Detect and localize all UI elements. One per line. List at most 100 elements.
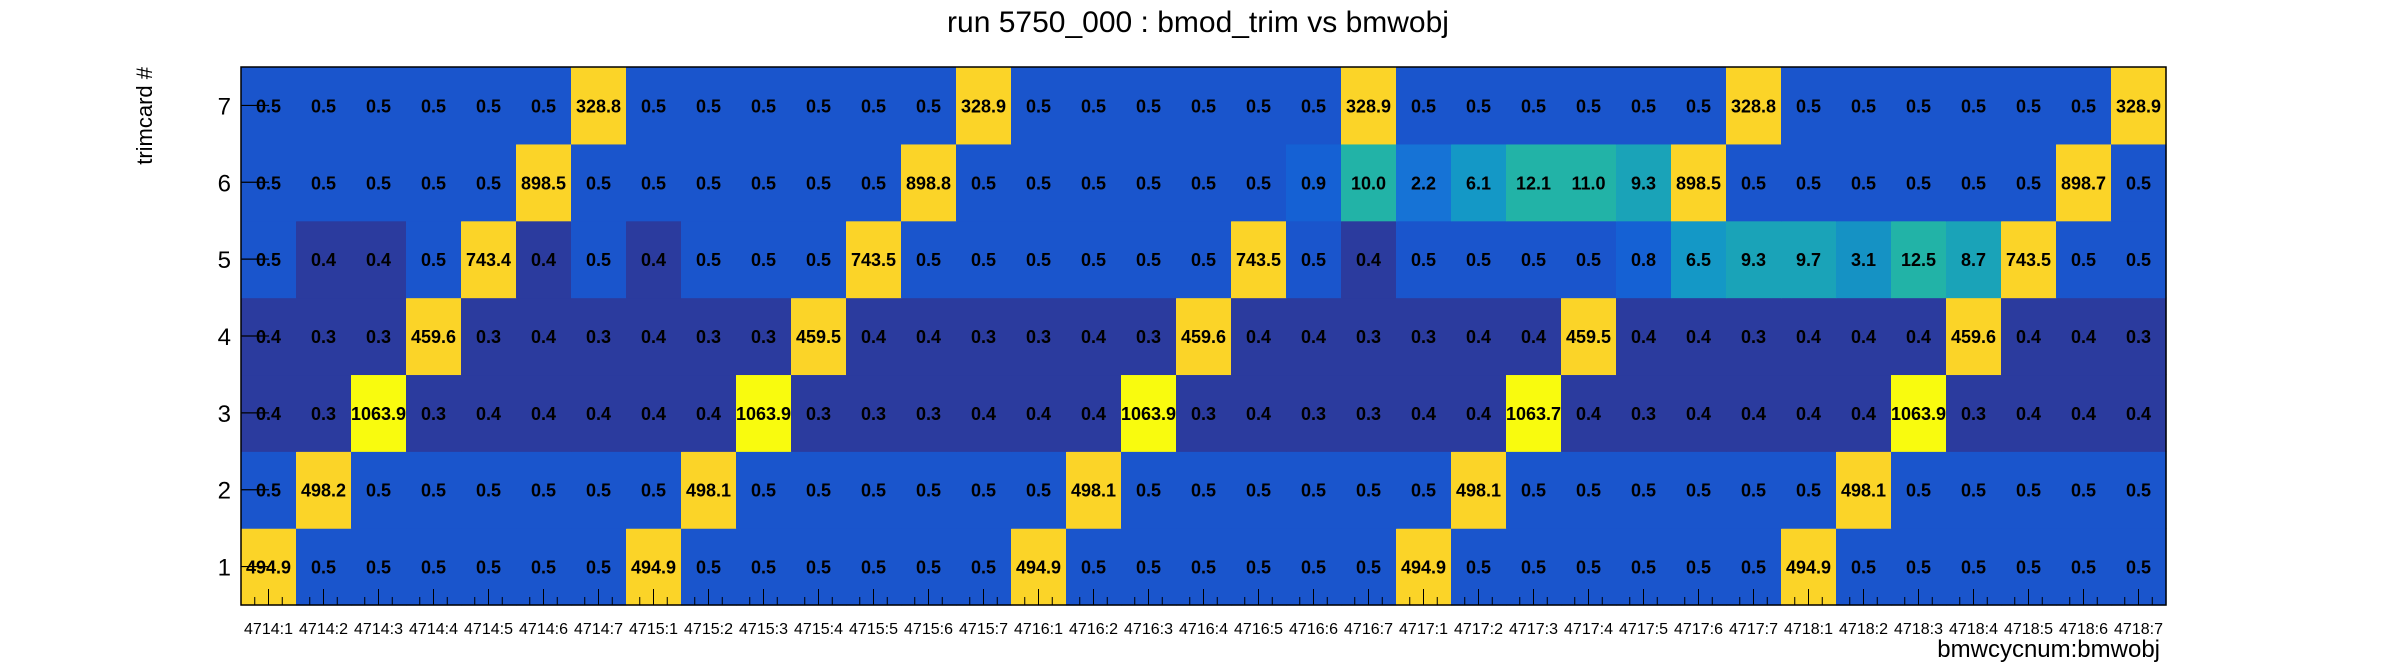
- cell-value-label: 0.5: [861, 96, 886, 116]
- x-tick-label: 4715:1: [629, 621, 678, 638]
- heatmap-cell: [956, 220, 1012, 299]
- heatmap-cell: [1066, 451, 1122, 529]
- cell-value-label: 0.3: [1961, 404, 1986, 424]
- cell-value-label: 0.5: [476, 558, 501, 578]
- heatmap-cell: [1231, 297, 1287, 376]
- cell-value-label: 0.5: [1136, 96, 1161, 116]
- cell-value-label: 0.5: [1961, 173, 1986, 193]
- heatmap-cell: [626, 220, 682, 299]
- heatmap-cell: [1451, 143, 1507, 222]
- heatmap-cell: [1286, 374, 1342, 452]
- heatmap-cell: [1891, 143, 1947, 222]
- heatmap-cell: [1506, 67, 1562, 145]
- cell-value-label: 743.5: [1236, 250, 1281, 270]
- cell-value-label: 0.4: [1686, 404, 1711, 424]
- cell-value-label: 8.7: [1961, 250, 1986, 270]
- x-tick-label: 4718:4: [1949, 621, 1998, 638]
- cell-value-label: 0.5: [751, 173, 776, 193]
- cell-value-label: 0.3: [1356, 327, 1381, 347]
- heatmap-cell: [956, 67, 1012, 145]
- cell-value-label: 0.5: [1081, 558, 1106, 578]
- heatmap-cell: [1066, 143, 1122, 222]
- cell-value-label: 0.5: [1081, 173, 1106, 193]
- heatmap-cell: [2111, 220, 2167, 299]
- cell-value-label: 0.5: [1411, 96, 1436, 116]
- cell-value-label: 0.4: [2016, 404, 2041, 424]
- heatmap-cell: [406, 143, 462, 222]
- cell-value-label: 0.4: [641, 250, 666, 270]
- x-tick-label: 4714:4: [409, 621, 458, 638]
- cell-value-label: 0.5: [2126, 558, 2151, 578]
- cell-value-label: 0.5: [1466, 96, 1491, 116]
- cell-value-label: 0.5: [1026, 96, 1051, 116]
- heatmap-cell: [736, 220, 792, 299]
- cell-value-label: 0.3: [1356, 404, 1381, 424]
- cell-value-label: 0.4: [1576, 404, 1601, 424]
- heatmap-cell: [1891, 220, 1947, 299]
- cell-value-label: 0.5: [641, 173, 666, 193]
- heatmap-cell: [1781, 143, 1837, 222]
- cell-value-label: 0.5: [311, 558, 336, 578]
- cell-value-label: 12.1: [1516, 173, 1551, 193]
- cell-value-label: 328.9: [2116, 96, 2161, 116]
- heatmap-cell: [351, 67, 407, 145]
- heatmap-cell: [1781, 297, 1837, 376]
- heatmap-cell: [1946, 67, 2002, 145]
- cell-value-label: 0.4: [586, 404, 611, 424]
- heatmap-cell: [1836, 297, 1892, 376]
- heatmap-cell: [351, 451, 407, 529]
- cell-value-label: 0.5: [1136, 173, 1161, 193]
- heatmap-cell: [516, 220, 572, 299]
- heatmap-cell: [1121, 143, 1177, 222]
- cell-value-label: 328.8: [576, 96, 621, 116]
- heatmap-cell: [1726, 143, 1782, 222]
- x-tick-label: 4715:3: [739, 621, 788, 638]
- heatmap-cell: [1726, 67, 1782, 145]
- heatmap-cell: [1726, 451, 1782, 529]
- heatmap-cell: [1671, 374, 1727, 452]
- cell-value-label: 0.5: [1246, 96, 1271, 116]
- heatmap-cell: [626, 451, 682, 529]
- heatmap-cell: [1066, 374, 1122, 452]
- cell-value-label: 0.5: [1246, 173, 1271, 193]
- x-tick-label: 4714:3: [354, 621, 403, 638]
- cell-value-label: 0.5: [1411, 250, 1436, 270]
- x-tick-label: 4716:3: [1124, 621, 1173, 638]
- cell-value-label: 0.5: [1301, 481, 1326, 501]
- cell-value-label: 498.1: [1841, 481, 1886, 501]
- heatmap-cell: [2111, 297, 2167, 376]
- y-tick-label: 3: [218, 401, 231, 428]
- cell-value-label: 0.5: [1356, 558, 1381, 578]
- cell-value-label: 0.5: [2071, 558, 2096, 578]
- cell-value-label: 0.5: [1686, 481, 1711, 501]
- cell-value-label: 0.5: [366, 96, 391, 116]
- cell-value-label: 0.5: [861, 558, 886, 578]
- heatmap-cell: [1946, 374, 2002, 452]
- heatmap-cell: [1176, 297, 1232, 376]
- heatmap-cell: [1286, 451, 1342, 529]
- heatmap-cell: [1946, 297, 2002, 376]
- cell-value-label: 0.5: [586, 481, 611, 501]
- heatmap-cell: [1341, 220, 1397, 299]
- heatmap-cell: [1396, 67, 1452, 145]
- heatmap-cell: [1506, 374, 1562, 452]
- cell-value-label: 0.5: [1521, 481, 1546, 501]
- cell-value-label: 0.5: [256, 173, 281, 193]
- cell-value-label: 0.5: [476, 173, 501, 193]
- cell-value-label: 0.5: [366, 558, 391, 578]
- cell-value-label: 0.5: [1576, 481, 1601, 501]
- x-tick-label: 4715:4: [794, 621, 843, 638]
- heatmap-cell: [296, 374, 352, 452]
- cell-value-label: 0.5: [1576, 558, 1601, 578]
- heatmap-cell: [461, 297, 517, 376]
- cell-value-label: 0.5: [1356, 481, 1381, 501]
- heatmap-cell: [1836, 220, 1892, 299]
- x-tick-label: 4717:1: [1399, 621, 1448, 638]
- cell-value-label: 0.4: [476, 404, 501, 424]
- heatmap-cell: [1286, 297, 1342, 376]
- heatmap-cell: [846, 67, 902, 145]
- cell-value-label: 9.3: [1741, 250, 1766, 270]
- cell-value-label: 0.4: [1081, 327, 1106, 347]
- heatmap-cell: [1231, 220, 1287, 299]
